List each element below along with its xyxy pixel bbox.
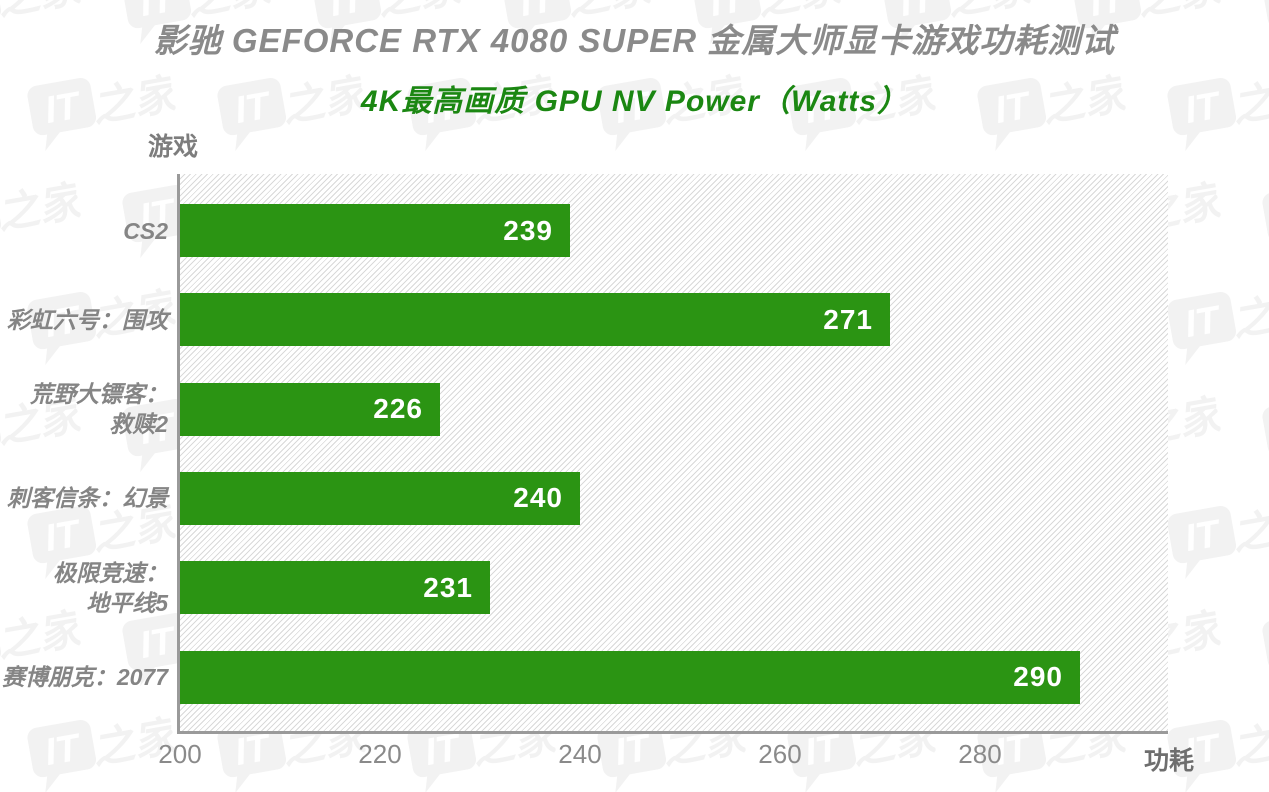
x-tick-label-200: 200 [158, 739, 202, 769]
bar-value-label: 239 [503, 214, 553, 246]
x-tick-label-260: 260 [758, 739, 802, 769]
category-label-2: 荒野大镖客： 救赎2 [30, 381, 168, 438]
bar-5: 290 [180, 650, 1080, 704]
chart-title: 影驰 GEFORCE RTX 4080 SUPER 金属大师显卡游戏功耗测试 [153, 22, 1116, 59]
category-label-5: 赛博朋克：2077 [1, 664, 168, 690]
x-tick-label-220: 220 [358, 739, 402, 769]
y-axis-title: 游戏 [148, 133, 199, 161]
x-tick-label-280: 280 [958, 739, 1002, 769]
svg-text:之家: 之家 [1228, 497, 1269, 559]
bar-3: 240 [180, 471, 580, 525]
bar-2: 226 [180, 382, 440, 436]
bar-value-label: 271 [823, 303, 873, 335]
plot-area: 239 271 226 240 231 290 [177, 174, 1168, 734]
category-label-1: 彩虹六号：围攻 [7, 306, 168, 333]
category-label-0: CS2 [123, 217, 168, 244]
bar-4: 231 [180, 561, 490, 615]
bar-value-label: 226 [373, 393, 423, 425]
bar-value-label: 290 [1013, 661, 1063, 692]
category-label-3: 刺客信条：幻景 [7, 485, 168, 512]
x-axis-title: 功耗 [1143, 747, 1194, 775]
category-label-4: 极限竞速： 地平线5 [53, 559, 168, 616]
chart-subtitle: 4K最高画质 GPU NV Power（Watts） [360, 85, 909, 118]
bar-value-label: 231 [423, 571, 473, 603]
svg-text:之家: 之家 [1228, 283, 1269, 345]
bar-0: 239 [180, 204, 570, 257]
bar-value-label: 240 [513, 482, 563, 514]
bar-1: 271 [180, 293, 890, 347]
x-tick-label-240: 240 [558, 739, 602, 769]
svg-text:之家: 之家 [1228, 711, 1269, 773]
